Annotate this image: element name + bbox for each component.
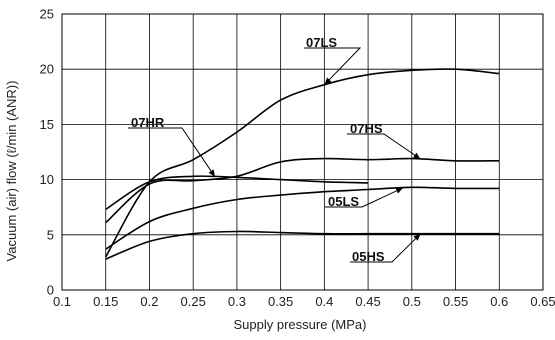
x-tick-label: 0.5	[403, 294, 421, 309]
series-leader-07ls	[304, 47, 362, 86]
series-arrowhead-05hs	[413, 233, 421, 241]
series-line-05hs	[105, 230, 500, 260]
x-tick-label: 0.25	[181, 294, 206, 309]
x-tick-label: 0.35	[268, 294, 293, 309]
x-tick-label: 0.15	[93, 294, 118, 309]
x-tick-label: 0.3	[228, 294, 246, 309]
series-leader-05ls	[325, 187, 404, 208]
x-tick-label: 0.2	[140, 294, 158, 309]
x-tick-label: 0.65	[530, 294, 555, 309]
series-label-layer: 07LS 07HR 07HS 05LS 05HS	[128, 35, 421, 264]
plot-frame	[61, 13, 544, 291]
series-arrowhead-07hr	[208, 169, 215, 177]
y-tick-label: 20	[40, 62, 54, 77]
series-line-07ls	[105, 68, 500, 258]
series-line-05ls	[105, 186, 500, 250]
series-arrowhead-07hs	[413, 152, 421, 160]
series-leader-07hs	[347, 133, 421, 160]
x-tick-label: 0.4	[315, 294, 333, 309]
series-line-07hr	[105, 175, 369, 211]
x-tick-label: 0.6	[490, 294, 508, 309]
x-tick-label: 0.45	[355, 294, 380, 309]
series-arrowhead-07ls	[324, 77, 332, 85]
curve-layer	[105, 68, 500, 260]
series-label-07ls: 07LS	[306, 35, 337, 50]
series-label-05hs: 05HS	[352, 249, 385, 264]
series-line-07hs	[105, 157, 500, 224]
series-label-07hs: 07HS	[350, 121, 383, 136]
grid-layer	[61, 13, 544, 291]
series-label-07hr: 07HR	[131, 115, 165, 130]
series-leader-05hs	[350, 233, 421, 263]
y-tick-label: 25	[40, 7, 54, 22]
series-leader-07hr	[128, 127, 216, 178]
x-tick-label: 0.55	[443, 294, 468, 309]
y-axis-title: Vacuum (air) flow (ℓ/min (ANR))	[4, 81, 19, 262]
series-arrowhead-05ls	[395, 187, 404, 194]
series-label-05ls: 05LS	[328, 194, 359, 209]
y-tick-label: 5	[47, 227, 54, 242]
y-tick-label: 10	[40, 172, 54, 187]
tick-label-layer: 0.1 0.15 0.2 0.25 0.3 0.35 0.4 0.45 0.5 0.55 0.6 0.…	[40, 7, 555, 310]
y-tick-label: 15	[40, 117, 54, 132]
x-axis-title: Supply pressure (MPa)	[234, 317, 367, 332]
y-tick-label: 0	[47, 283, 54, 298]
x-tick-label: 0.1	[53, 294, 71, 309]
